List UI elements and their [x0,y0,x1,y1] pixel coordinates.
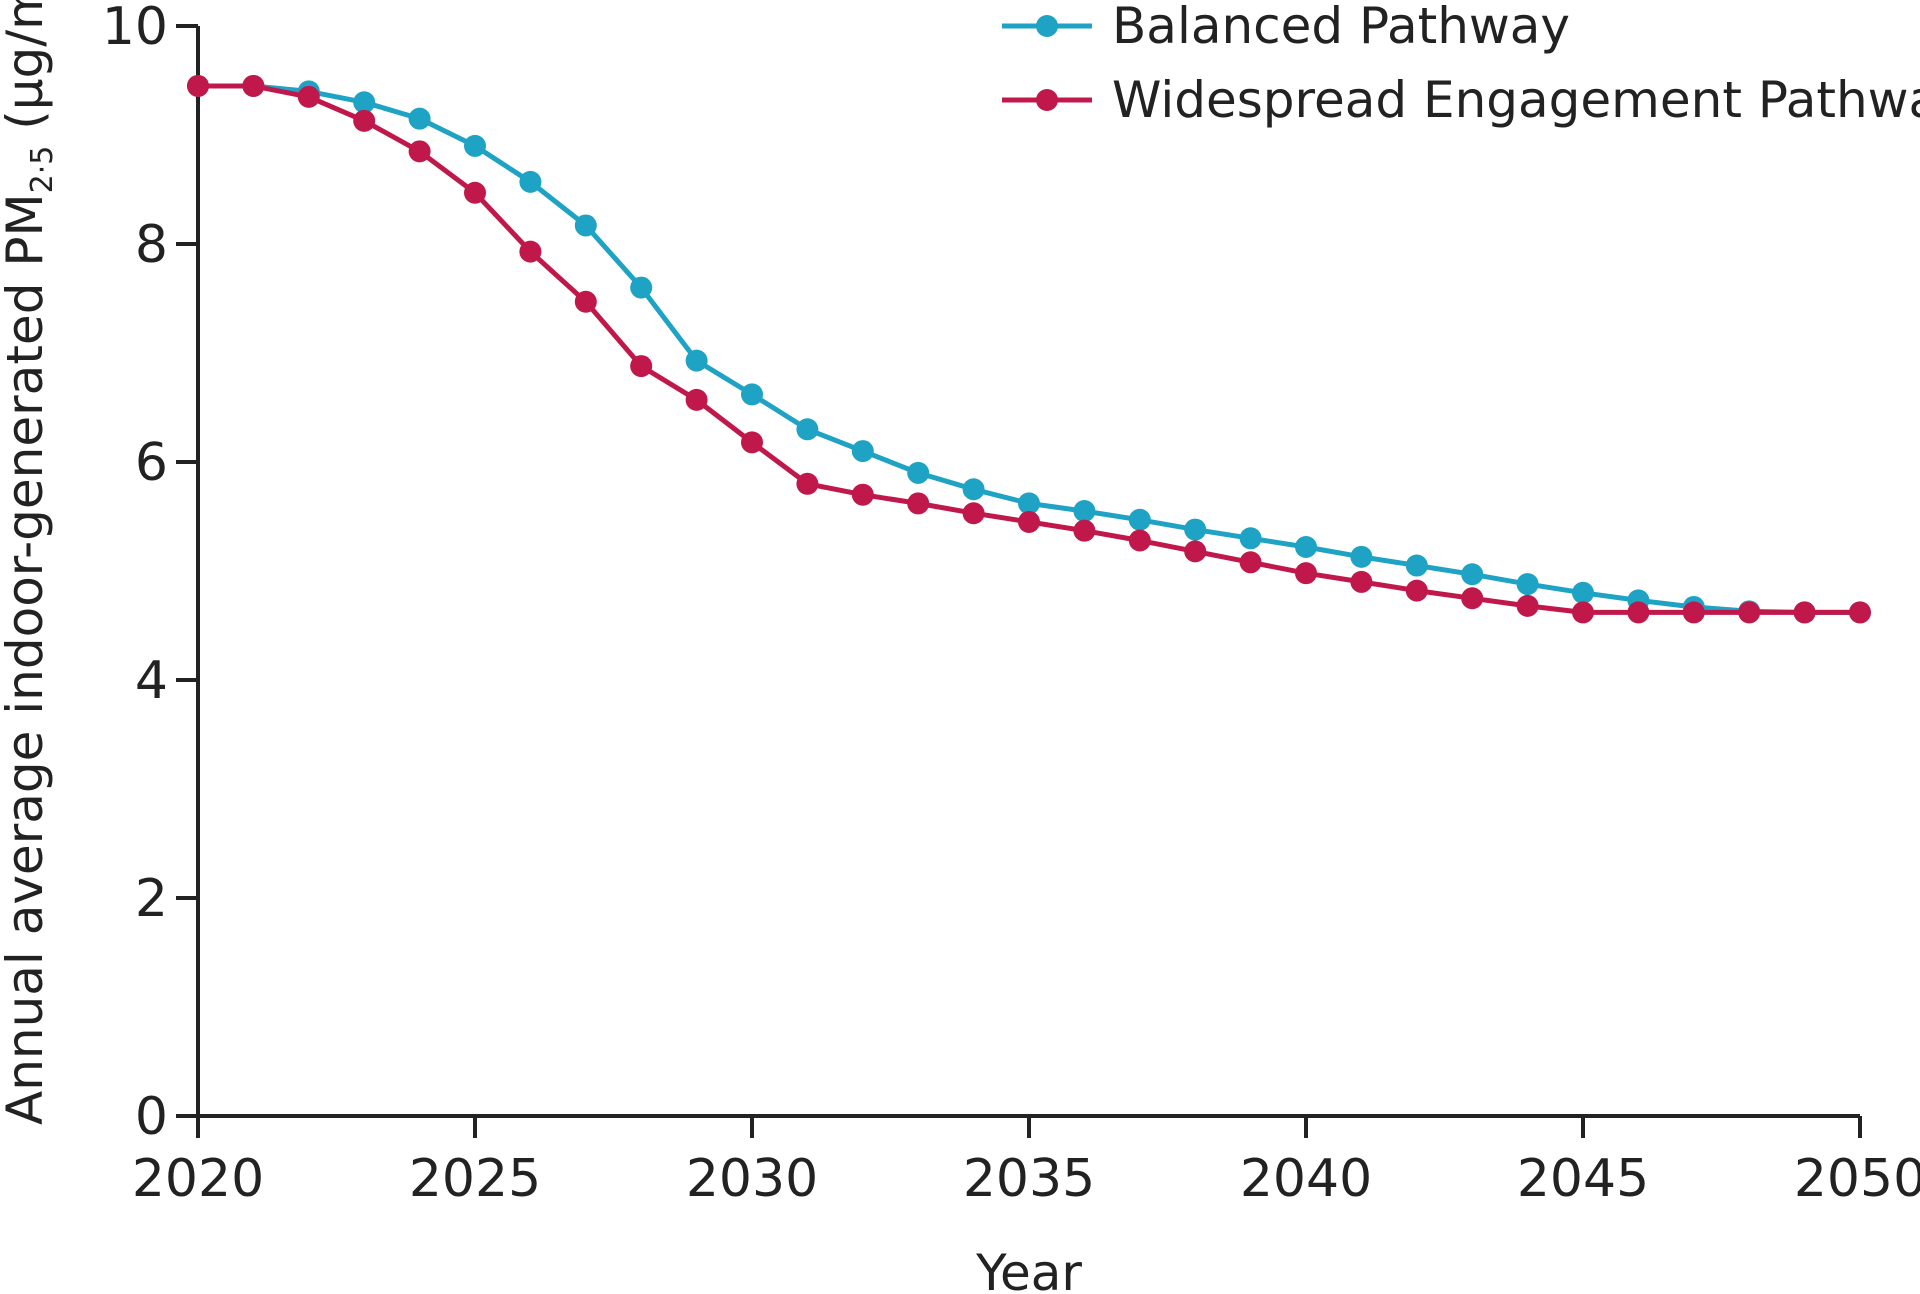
series-0 [187,74,1871,624]
data-point [1627,601,1650,624]
y-axis-title-subscript: 2·5 [25,146,60,194]
data-point [907,492,930,515]
data-point [353,109,376,132]
series-line [198,83,1860,615]
data-point [187,74,209,97]
data-point [741,431,763,454]
data-point [353,91,376,114]
data-point [685,388,708,411]
data-point [1516,594,1539,617]
data-point [1793,601,1816,624]
data-point [1018,510,1040,533]
x-tick-label: 2020 [132,1149,264,1209]
data-point [1295,536,1317,559]
legend: Balanced Pathway Widespread Engagement Pa… [1002,0,1920,129]
y-tick-label: 6 [135,433,168,493]
legend-label: Balanced Pathway [1112,0,1570,55]
data-point [1239,551,1262,574]
data-point [519,170,542,193]
legend-swatch-marker [1036,15,1058,37]
y-axis-title-unit: (μg/m [0,0,54,146]
data-point [1405,579,1428,602]
x-tick-label: 2045 [1517,1149,1649,1209]
data-point [408,140,431,163]
data-point [1682,601,1705,624]
data-point [1461,587,1484,610]
data-point [685,349,708,372]
y-tick-label: 4 [135,651,168,711]
data-point [1073,519,1096,542]
data-point [1128,529,1151,552]
data-point [464,134,486,157]
data-point [1572,601,1594,624]
data-point [1516,573,1539,596]
data-point [962,478,985,501]
data-point [1405,554,1428,577]
y-axis-title: Annual average indoor-generated PM2·5 (μ… [0,0,60,1125]
plot-area [187,74,1871,624]
x-tick-label: 2035 [963,1149,1095,1209]
legend-swatch-marker [1036,89,1058,111]
legend-item: Balanced Pathway [1002,0,1570,55]
y-tick-label: 8 [135,215,168,275]
data-point [1239,527,1262,550]
y-tick-label: 2 [135,869,168,929]
data-point [1572,581,1594,604]
series-line [198,83,1860,615]
data-point [796,472,819,495]
data-point [1350,570,1373,593]
data-point [519,240,542,263]
data-point [796,418,819,441]
svg-text:Annual average indoor-generate: Annual average indoor-generated PM2·5 (μ… [0,0,60,1125]
data-point [1073,500,1096,523]
data-point [1128,508,1151,531]
data-point [1018,492,1040,515]
data-point [1738,601,1761,624]
legend-label: Widespread Engagement Pathway [1112,71,1920,129]
data-point [574,214,597,237]
data-point [962,502,985,525]
y-axis-title-main: Annual average indoor-generated PM [0,193,54,1125]
y-tick-label: 10 [102,0,168,57]
data-point [1184,540,1207,563]
x-tick-label: 2025 [409,1149,541,1209]
data-point [242,74,265,97]
y-tick-label: 0 [135,1087,168,1147]
x-axis-title: Year [975,1244,1082,1294]
data-point [630,276,653,299]
data-point [907,461,930,484]
data-point [297,85,320,108]
x-tick-label: 2050 [1794,1149,1920,1209]
series-1 [187,74,1871,624]
data-point [1461,563,1484,586]
data-point [1849,601,1871,624]
x-tick-label: 2030 [686,1149,818,1209]
data-point [408,107,431,130]
data-point [851,483,874,506]
data-point [574,290,597,313]
x-tick-label: 2040 [1240,1149,1372,1209]
data-point [851,440,874,463]
legend-item: Widespread Engagement Pathway [1002,71,1920,129]
data-point [1295,562,1317,585]
data-point [1184,518,1207,541]
data-point [741,383,763,406]
data-point [1350,545,1373,568]
data-point [630,355,653,378]
data-point [464,181,486,204]
axes: 0 2 4 6 8 10 2020 2025 2030 2035 2040 2045 2050 [102,0,1920,1209]
